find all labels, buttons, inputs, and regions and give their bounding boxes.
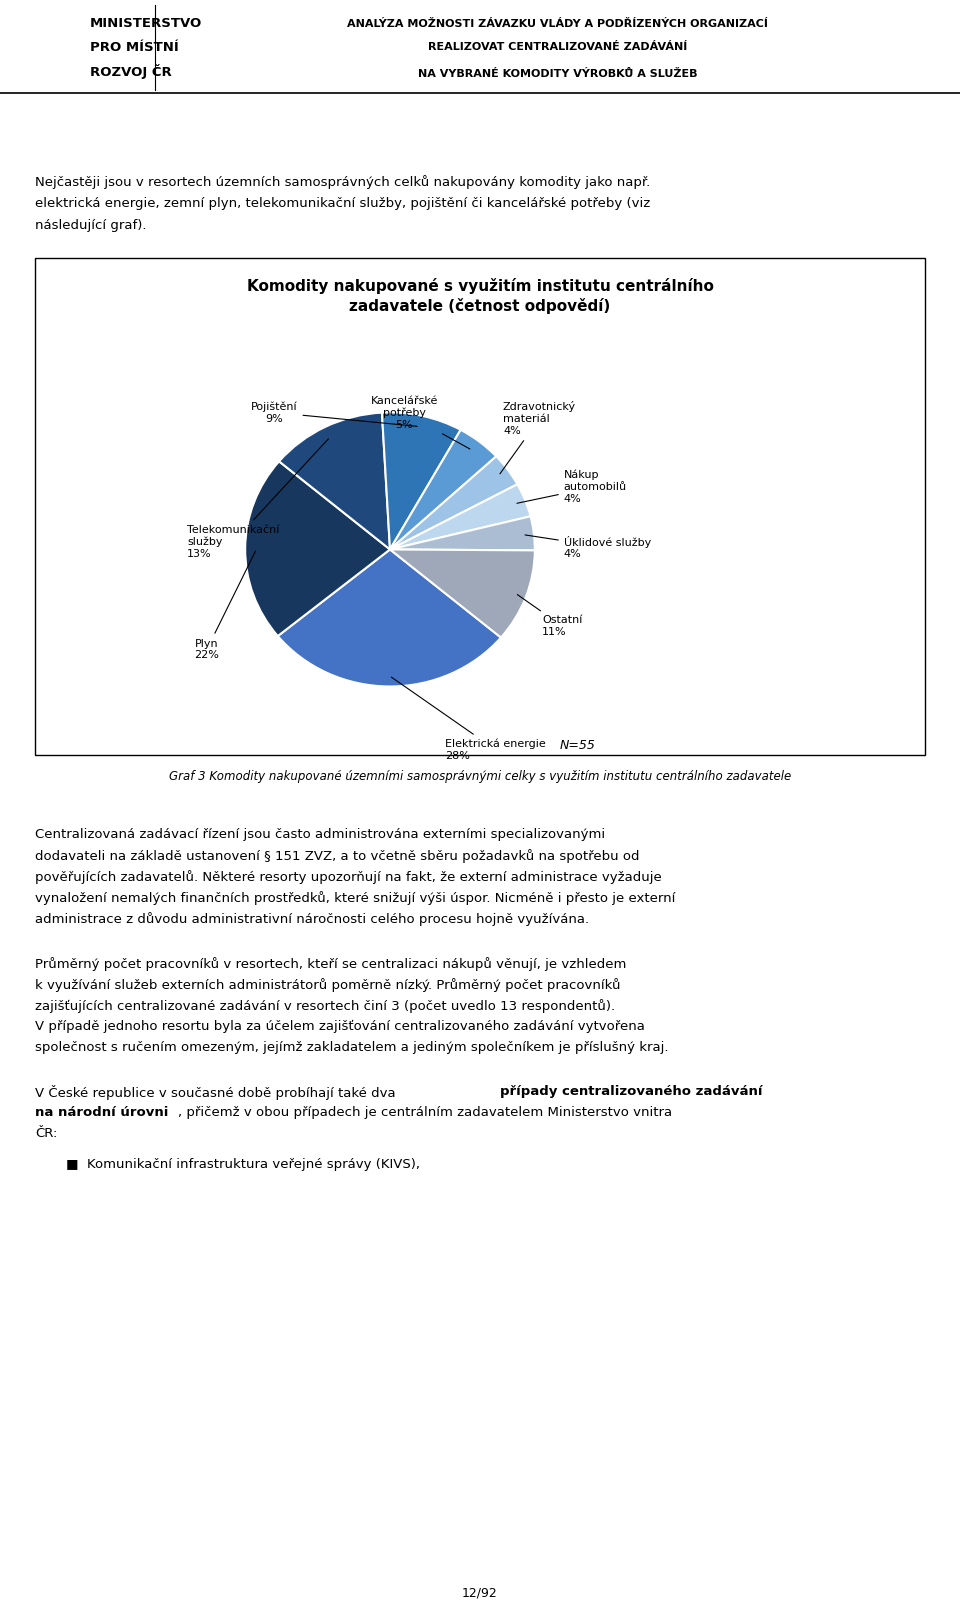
Text: administrace z důvodu administrativní náročnosti celého procesu hojně využívána.: administrace z důvodu administrativní ná… [35,912,589,926]
Text: ČR:: ČR: [35,1127,58,1140]
Text: N=55: N=55 [560,740,595,753]
Wedge shape [390,549,535,637]
Text: ROZVOJ ČR: ROZVOJ ČR [90,64,172,79]
Text: vynaložení nemalých finančních prostředků, které snižují výši úspor. Nicméně i p: vynaložení nemalých finančních prostředk… [35,891,676,905]
Text: zajišťujících centralizované zadávání v resortech činí 3 (počet uvedlo 13 respon: zajišťujících centralizované zadávání v … [35,998,615,1013]
Text: Úklidové služby
4%: Úklidové služby 4% [525,534,651,559]
Text: zadavatele (četnost odpovědí): zadavatele (četnost odpovědí) [349,299,611,315]
Wedge shape [390,456,517,549]
Wedge shape [390,485,531,549]
Text: V případě jednoho resortu byla za účelem zajišťování centralizovaného zadávání v: V případě jednoho resortu byla za účelem… [35,1021,645,1034]
Text: elektrická energie, zemní plyn, telekomunikační služby, pojištění či kancelářské: elektrická energie, zemní plyn, telekomu… [35,197,650,210]
Wedge shape [382,412,461,549]
Text: Zdravotnický
materiál
4%: Zdravotnický materiál 4% [500,401,576,473]
Text: případy centralizovaného zadávání: případy centralizovaného zadávání [499,1085,762,1098]
Wedge shape [277,549,501,687]
Text: PRO MÍSTNÍ: PRO MÍSTNÍ [90,42,179,55]
Wedge shape [390,430,496,549]
Text: ANALÝZA MOŽNOSTI ZÁVAZKU VLÁDY A PODŘÍZENÝCH ORGANIZACÍ: ANALÝZA MOŽNOSTI ZÁVAZKU VLÁDY A PODŘÍZE… [348,19,768,29]
Text: Průměrný počet pracovníků v resortech, kteří se centralizaci nákupů věnují, je v: Průměrný počet pracovníků v resortech, k… [35,957,626,971]
Text: na národní úrovni: na národní úrovni [35,1106,168,1119]
Text: Ostatní
11%: Ostatní 11% [517,594,583,637]
Wedge shape [245,461,390,636]
Text: MINISTERSTVO: MINISTERSTVO [90,18,203,30]
Text: Elektrická energie
28%: Elektrická energie 28% [392,677,546,761]
Text: Centralizovaná zadávací řízení jsou často administrována externími specializovan: Centralizovaná zadávací řízení jsou čast… [35,828,605,841]
Text: 12/92: 12/92 [462,1586,498,1600]
Text: Nejčastěji jsou v resortech územních samosprávných celků nakupovány komodity jak: Nejčastěji jsou v resortech územních sam… [35,175,650,189]
Text: pověřujících zadavatelů. Některé resorty upozorňují na fakt, že externí administ: pověřujících zadavatelů. Některé resorty… [35,870,661,884]
Wedge shape [390,517,535,551]
Text: Kancelářské
potřeby
5%: Kancelářské potřeby 5% [371,396,470,449]
Text: Nákup
automobilů
4%: Nákup automobilů 4% [516,470,627,504]
Wedge shape [279,412,390,549]
Text: Telekomunikační
služby
13%: Telekomunikační služby 13% [187,438,328,559]
Text: dodavateli na základě ustanovení § 151 ZVZ, a to včetně sběru požadavků na spotř: dodavateli na základě ustanovení § 151 Z… [35,849,639,863]
Text: společnost s ručením omezeným, jejímž zakladatelem a jediným společníkem je přís: společnost s ručením omezeným, jejímž za… [35,1042,668,1054]
Text: Plyn
22%: Plyn 22% [195,551,255,660]
Text: ■  Komunikační infrastruktura veřejné správy (KIVS),: ■ Komunikační infrastruktura veřejné spr… [66,1157,420,1172]
Text: následující graf).: následující graf). [35,218,147,233]
Text: Komodity nakupované s využitím institutu centrálního: Komodity nakupované s využitím institutu… [247,278,713,294]
Text: Graf 3 Komodity nakupované územními samosprávnými celky s využitím institutu cen: Graf 3 Komodity nakupované územními samo… [169,770,791,783]
Bar [35,258,925,754]
Text: , přičemž v obou případech je centrálním zadavatelem Ministerstvo vnitra: , přičemž v obou případech je centrálním… [179,1106,672,1119]
Text: V České republice v současné době probíhají také dva: V České republice v současné době probíh… [35,1085,400,1099]
Text: NA VYBRANÉ KOMODITY VÝROBKŮ A SLUŽEB: NA VYBRANÉ KOMODITY VÝROBKŮ A SLUŽEB [418,69,697,79]
Text: k využívání služeb externích administrátorů poměrně nízký. Průměrný počet pracov: k využívání služeb externích administrát… [35,977,620,992]
Text: REALIZOVAT CENTRALIZOVANÉ ZADÁVÁNÍ: REALIZOVAT CENTRALIZOVANÉ ZADÁVÁNÍ [428,42,687,53]
Text: Pojištění
9%: Pojištění 9% [251,401,418,427]
